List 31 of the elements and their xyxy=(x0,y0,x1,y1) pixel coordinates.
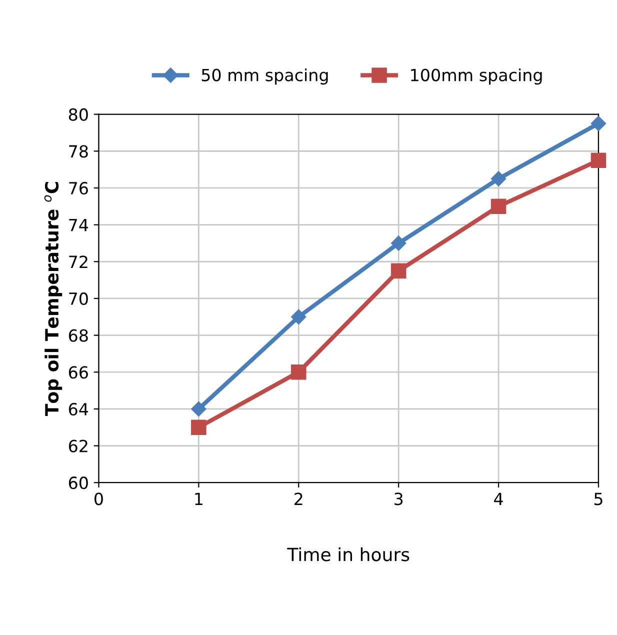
legend-label: 50 mm spacing xyxy=(202,68,328,85)
x-tick-label: 0 xyxy=(94,492,103,506)
y-axis-title: Top oil Temperature $^{o}$C xyxy=(44,182,62,416)
point xyxy=(590,116,606,132)
legend-label: 100mm spacing xyxy=(411,68,542,85)
y-tick-label: 66 xyxy=(68,366,88,379)
point xyxy=(390,263,406,278)
point xyxy=(191,401,206,417)
x-tick-label: 5 xyxy=(594,492,602,506)
point xyxy=(490,198,506,214)
point xyxy=(291,309,306,324)
point xyxy=(191,420,206,435)
x-tick-label: 4 xyxy=(494,492,503,505)
y-tick-label: 68 xyxy=(68,329,88,342)
point xyxy=(590,152,606,168)
y-tick-label: 76 xyxy=(69,182,88,195)
point xyxy=(290,364,306,380)
x-axis-title: Time in hours xyxy=(287,547,410,562)
y-tick-label: 74 xyxy=(69,218,88,232)
point xyxy=(391,236,406,251)
y-tick-label: 64 xyxy=(68,402,88,416)
x-tick-label: 2 xyxy=(294,492,302,505)
x-tick-label: 3 xyxy=(394,492,403,506)
y-tick-label: 78 xyxy=(69,145,88,158)
y-tick-label: 72 xyxy=(69,256,88,268)
y-tick-label: 60 xyxy=(68,476,88,490)
y-tick-label: 62 xyxy=(68,440,88,452)
x-tick-label: 1 xyxy=(195,492,202,505)
y-tick-label: 70 xyxy=(69,292,88,306)
y-tick-label: 80 xyxy=(68,108,88,121)
point xyxy=(490,171,506,186)
